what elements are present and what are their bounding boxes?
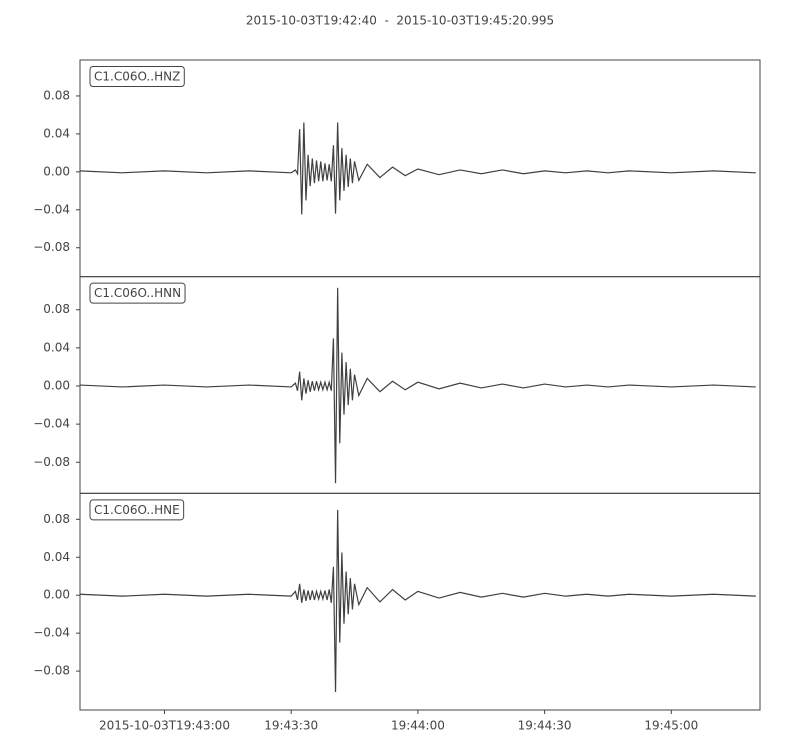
y-tick-label: −0.04 — [33, 626, 70, 640]
panel-frame — [79, 492, 761, 711]
panel-frame — [79, 276, 761, 494]
y-tick-label: −0.08 — [33, 240, 70, 254]
chart-title: 2015-10-03T19:42:40 - 2015-10-03T19:45:2… — [246, 14, 554, 28]
y-tick-label: 0.00 — [43, 588, 70, 602]
waveform — [80, 122, 756, 215]
x-tick-label: 19:44:00 — [391, 719, 445, 733]
x-tick-label: 19:44:30 — [518, 719, 572, 733]
y-tick-label: −0.08 — [33, 455, 70, 469]
trace-label: C1.C06O..HNN — [94, 286, 181, 300]
y-tick-label: 0.04 — [43, 550, 70, 564]
y-tick-label: 0.08 — [43, 512, 70, 526]
trace-label-box — [89, 66, 185, 87]
y-tick-label: 0.04 — [43, 126, 70, 140]
waveform — [80, 509, 756, 692]
y-tick-label: −0.04 — [33, 202, 70, 216]
waveform — [80, 287, 756, 484]
y-tick-label: 0.00 — [43, 379, 70, 393]
y-tick-label: 0.08 — [43, 88, 70, 102]
trace-label: C1.C06O..HNE — [94, 503, 180, 517]
x-tick-label: 19:43:30 — [264, 719, 318, 733]
x-tick-label: 2015-10-03T19:43:00 — [99, 719, 230, 733]
trace-label-box — [89, 499, 185, 521]
trace-label: C1.C06O..HNZ — [94, 70, 180, 84]
x-tick-label: 19:45:00 — [644, 719, 698, 733]
panel-frame — [79, 59, 761, 278]
y-tick-label: 0.00 — [43, 164, 70, 178]
y-tick-label: −0.08 — [33, 664, 70, 678]
trace-label-box — [89, 282, 186, 304]
y-tick-label: 0.04 — [43, 340, 70, 354]
y-tick-label: −0.04 — [33, 417, 70, 431]
y-tick-label: 0.08 — [43, 302, 70, 316]
